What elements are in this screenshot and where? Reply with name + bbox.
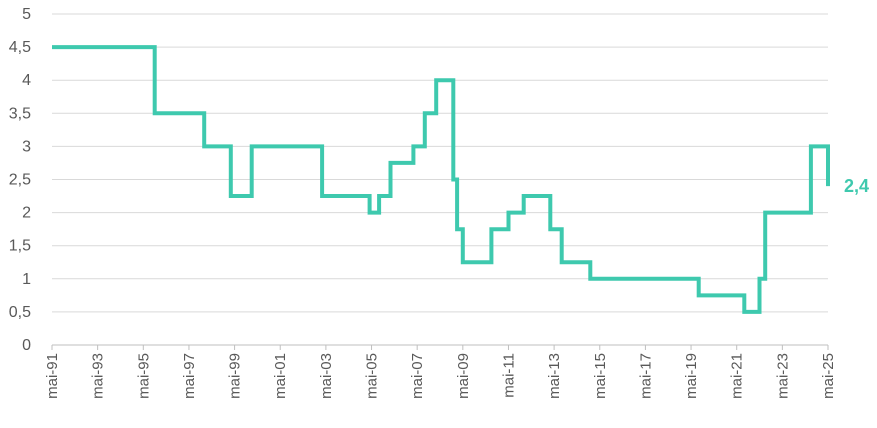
y-tick-label: 2 bbox=[22, 205, 31, 222]
x-tick-label: mai-03 bbox=[318, 353, 335, 399]
x-tick-label: mai-23 bbox=[774, 353, 791, 399]
y-tick-label: 0 bbox=[22, 337, 31, 354]
x-axis: mai-91 mai-93 mai-95 mai-97 mai-99 mai-01 mai-… bbox=[44, 344, 837, 399]
x-tick-label: mai-97 bbox=[181, 353, 198, 399]
x-tick-label: mai-09 bbox=[455, 353, 472, 399]
x-tick-label: mai-93 bbox=[90, 353, 107, 399]
x-tick-label: mai-15 bbox=[592, 353, 609, 399]
y-tick-label: 0,5 bbox=[9, 304, 31, 321]
x-tick-label: mai-19 bbox=[683, 353, 700, 399]
x-tick-label: mai-01 bbox=[272, 353, 289, 399]
y-tick-label: 4 bbox=[22, 72, 31, 89]
x-tick-label: mai-21 bbox=[729, 353, 746, 399]
y-tick-label: 1,5 bbox=[9, 238, 31, 255]
series-layer bbox=[52, 45, 830, 314]
x-tick-label: mai-07 bbox=[409, 353, 426, 399]
y-tick-label: 5 bbox=[22, 6, 31, 23]
x-tick-label: mai-11 bbox=[500, 353, 517, 398]
x-tick-label: mai-25 bbox=[820, 353, 837, 399]
x-tick-label: mai-05 bbox=[364, 353, 381, 399]
end-value-label: 2,4 bbox=[844, 176, 869, 196]
y-tick-label: 1 bbox=[22, 271, 31, 288]
x-tick-label: mai-91 bbox=[44, 353, 61, 399]
x-tick-label: mai-13 bbox=[546, 353, 563, 399]
series-line bbox=[52, 45, 830, 314]
x-tick-label: mai-17 bbox=[637, 353, 654, 399]
y-tick-label: 2,5 bbox=[9, 172, 31, 189]
y-tick-label: 3 bbox=[22, 138, 31, 155]
y-tick-label: 3,5 bbox=[9, 105, 31, 122]
x-tick-label: mai-95 bbox=[135, 353, 152, 399]
y-axis-ticks: 0 0,5 1 1,5 2 2,5 3 3,5 4 4,5 5 bbox=[9, 6, 31, 354]
x-tick-label: mai-99 bbox=[227, 353, 244, 399]
y-tick-label: 4,5 bbox=[9, 39, 31, 56]
gridlines bbox=[52, 13, 828, 313]
